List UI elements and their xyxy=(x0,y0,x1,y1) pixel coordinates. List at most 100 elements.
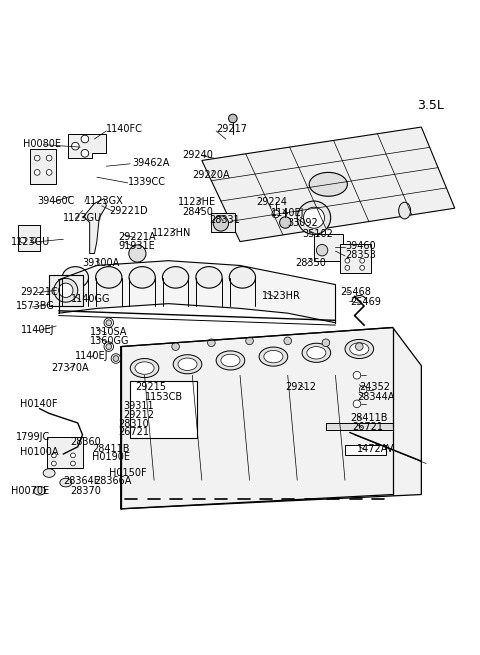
Bar xyxy=(340,244,371,272)
Circle shape xyxy=(59,283,73,297)
Circle shape xyxy=(113,356,119,362)
Text: 28353: 28353 xyxy=(345,250,376,260)
Text: H0150F: H0150F xyxy=(109,468,146,478)
Ellipse shape xyxy=(264,350,283,363)
Ellipse shape xyxy=(216,351,245,370)
Bar xyxy=(345,445,385,455)
Ellipse shape xyxy=(196,267,222,288)
Text: 24352: 24352 xyxy=(360,382,390,392)
Text: 39460: 39460 xyxy=(345,242,376,252)
Circle shape xyxy=(360,265,364,271)
Polygon shape xyxy=(68,134,107,158)
Text: 28331: 28331 xyxy=(209,215,240,225)
Ellipse shape xyxy=(345,339,373,358)
Circle shape xyxy=(356,343,363,350)
Circle shape xyxy=(46,170,52,176)
Text: 39460C: 39460C xyxy=(37,196,74,206)
Text: 29221A: 29221A xyxy=(118,232,156,242)
Circle shape xyxy=(34,170,40,176)
Text: H0100A: H0100A xyxy=(21,447,59,457)
Text: 29240: 29240 xyxy=(183,150,214,160)
Circle shape xyxy=(316,244,328,256)
Ellipse shape xyxy=(34,487,46,495)
Circle shape xyxy=(272,210,280,217)
Circle shape xyxy=(303,207,324,228)
Text: 1799JC: 1799JC xyxy=(16,432,50,442)
Text: 28366A: 28366A xyxy=(95,476,132,486)
Circle shape xyxy=(297,201,331,234)
Text: 28310: 28310 xyxy=(118,419,149,429)
Ellipse shape xyxy=(259,347,288,366)
Ellipse shape xyxy=(162,267,189,288)
Circle shape xyxy=(71,461,75,466)
Text: 1140EJ: 1140EJ xyxy=(75,351,109,361)
Ellipse shape xyxy=(173,355,202,374)
Text: 29220A: 29220A xyxy=(192,170,230,179)
Text: 28411B: 28411B xyxy=(92,444,130,454)
Polygon shape xyxy=(202,127,455,242)
Bar xyxy=(326,423,393,430)
Text: 1123HN: 1123HN xyxy=(152,228,191,238)
Ellipse shape xyxy=(129,267,156,288)
Circle shape xyxy=(104,342,114,351)
Ellipse shape xyxy=(178,358,197,371)
Text: 28344A: 28344A xyxy=(357,392,394,402)
Text: 1123GU: 1123GU xyxy=(11,236,50,246)
Circle shape xyxy=(213,216,228,231)
Circle shape xyxy=(72,142,79,150)
Circle shape xyxy=(104,318,114,328)
Text: 1310SA: 1310SA xyxy=(90,328,127,337)
Circle shape xyxy=(51,461,56,466)
Circle shape xyxy=(20,237,26,243)
Circle shape xyxy=(246,337,253,345)
Text: 28370: 28370 xyxy=(71,486,101,496)
Text: 28350: 28350 xyxy=(295,258,326,268)
Text: 28450: 28450 xyxy=(183,207,214,217)
Text: 29217: 29217 xyxy=(216,124,247,134)
Bar xyxy=(47,438,83,468)
Circle shape xyxy=(34,155,40,161)
Text: 28411B: 28411B xyxy=(350,413,387,423)
Text: 1153CB: 1153CB xyxy=(144,392,183,402)
Circle shape xyxy=(106,320,112,326)
Circle shape xyxy=(46,155,52,161)
Circle shape xyxy=(353,371,361,379)
Ellipse shape xyxy=(135,362,154,374)
Text: 1472AV: 1472AV xyxy=(357,444,394,454)
Text: 1360GG: 1360GG xyxy=(90,336,129,346)
Text: 35102: 35102 xyxy=(302,229,333,240)
Text: 1123GX: 1123GX xyxy=(85,196,124,206)
Ellipse shape xyxy=(221,354,240,367)
Circle shape xyxy=(31,237,36,243)
Ellipse shape xyxy=(229,267,255,288)
Ellipse shape xyxy=(307,346,326,359)
Bar xyxy=(49,275,83,306)
Circle shape xyxy=(353,400,361,407)
Text: 1140EJ: 1140EJ xyxy=(271,208,304,218)
Text: 1573BG: 1573BG xyxy=(16,301,55,311)
Circle shape xyxy=(360,386,367,394)
Text: 28360: 28360 xyxy=(71,437,101,447)
Circle shape xyxy=(106,344,112,350)
Circle shape xyxy=(280,217,291,228)
Bar xyxy=(130,381,197,438)
Circle shape xyxy=(111,354,120,364)
Text: 39300A: 39300A xyxy=(83,258,120,268)
Circle shape xyxy=(81,135,89,143)
Text: 1123HR: 1123HR xyxy=(262,291,300,301)
Text: 39311: 39311 xyxy=(123,402,154,411)
Text: 1140FC: 1140FC xyxy=(107,124,143,134)
Text: 29212: 29212 xyxy=(123,410,154,420)
Text: 1140GG: 1140GG xyxy=(71,294,110,304)
Circle shape xyxy=(345,265,350,271)
Ellipse shape xyxy=(302,343,331,362)
Text: 33092: 33092 xyxy=(288,217,318,227)
Text: 1123GU: 1123GU xyxy=(63,213,103,223)
Circle shape xyxy=(54,278,78,302)
Text: H0080E: H0080E xyxy=(23,139,61,149)
Ellipse shape xyxy=(309,172,348,196)
Circle shape xyxy=(71,453,75,458)
Circle shape xyxy=(284,337,291,345)
Circle shape xyxy=(129,245,146,262)
Text: 25468: 25468 xyxy=(340,287,371,297)
